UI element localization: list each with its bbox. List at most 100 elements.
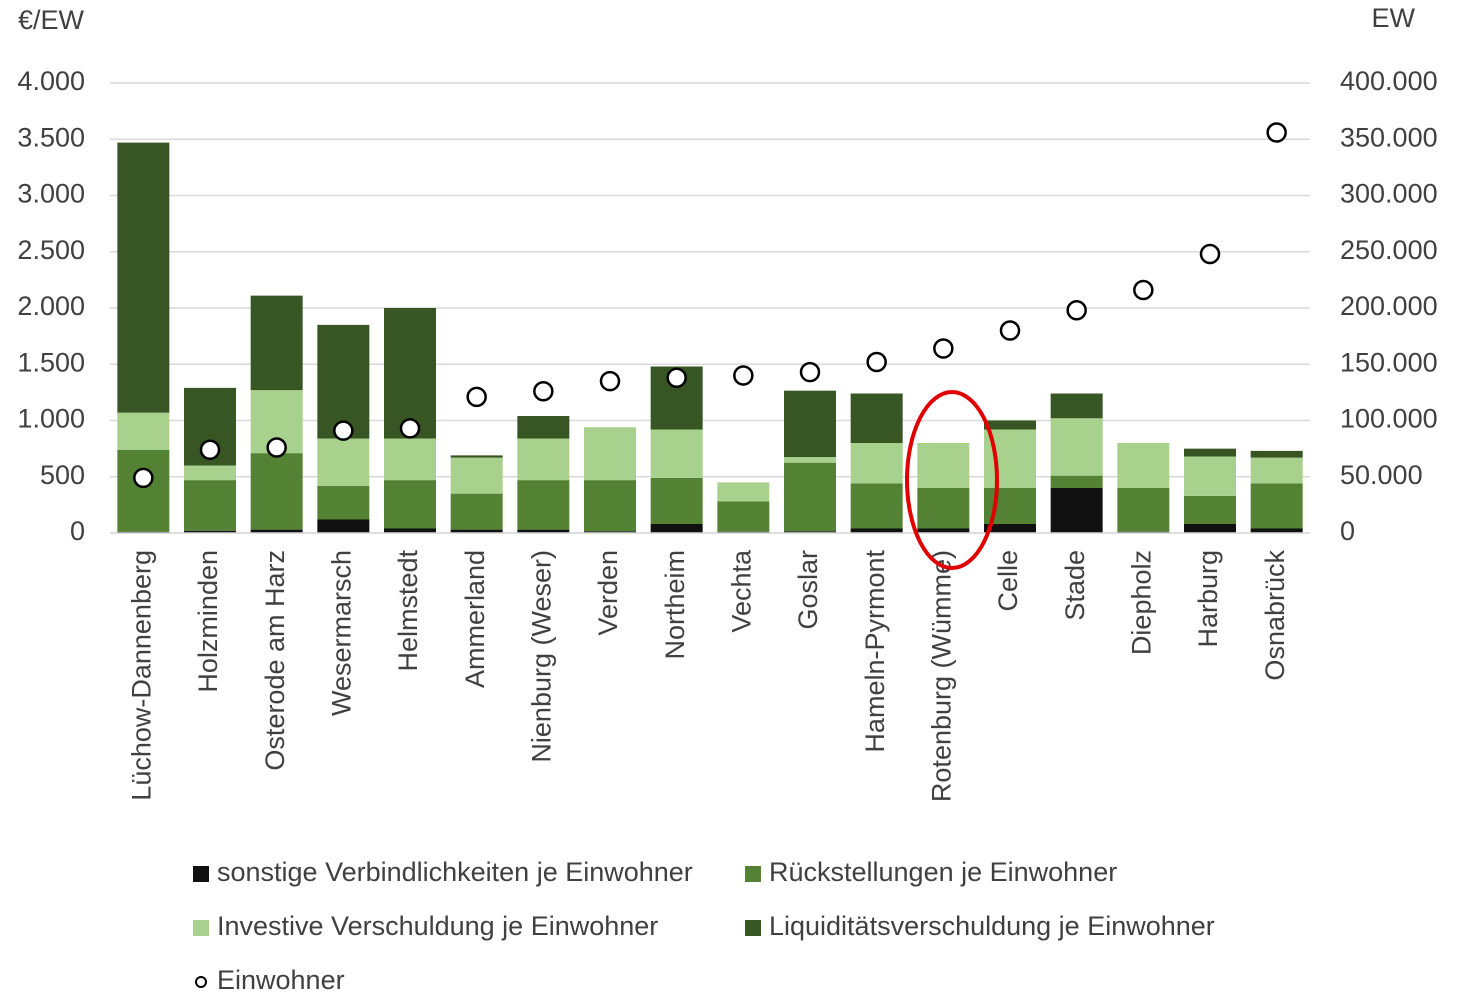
- bar-segment: [384, 528, 436, 533]
- bar-segment: [984, 524, 1036, 533]
- bar-segment: [584, 480, 636, 532]
- legend-label: sonstige Verbindlichkeiten je Einwohner: [217, 857, 693, 887]
- x-tick-label: Ammerland: [460, 550, 490, 688]
- bar-segment: [1117, 488, 1170, 532]
- y2-tick-label: 150.000: [1340, 347, 1438, 377]
- bar-segment: [1250, 483, 1303, 529]
- bar-segment: [317, 324, 370, 439]
- population-marker: [666, 367, 687, 388]
- y-tick-label: 1.000: [17, 404, 85, 434]
- x-tick-label: Harburg: [1193, 550, 1223, 648]
- legend-marker: [745, 866, 761, 882]
- legend-label: Liquiditätsverschuldung je Einwohner: [769, 911, 1215, 941]
- bar-segment: [917, 528, 970, 533]
- bar-segment: [317, 485, 370, 520]
- population-marker: [199, 439, 221, 460]
- population-marker: [933, 338, 954, 359]
- bar-segment: [850, 393, 903, 443]
- bar-segment: [184, 530, 236, 533]
- bar-segment: [1184, 524, 1236, 533]
- population-marker: [599, 370, 621, 392]
- x-tick-label: Osnabrück: [1260, 550, 1290, 681]
- y-axis-title: €/EW: [18, 5, 85, 35]
- bar-segment: [717, 501, 770, 532]
- bar-segment: [650, 524, 703, 533]
- bar-segment: [850, 483, 903, 529]
- highlight-ellipse: [905, 390, 999, 570]
- bar-segment: [650, 429, 703, 478]
- bar-segment: [1250, 457, 1303, 484]
- bar-segment: [117, 412, 170, 450]
- bar-segment: [1250, 450, 1303, 458]
- legend-marker: [745, 920, 761, 936]
- y2-tick-label: 0: [1340, 516, 1355, 546]
- x-tick-label: Nienburg (Weser): [526, 550, 556, 763]
- x-tick-label: Stade: [1060, 550, 1090, 621]
- bar-segment: [250, 529, 303, 533]
- bar-segment: [784, 390, 836, 458]
- bar-segment: [384, 438, 436, 481]
- population-marker: [133, 467, 154, 489]
- y-tick-label: 1.500: [17, 347, 85, 377]
- x-tick-label: Helmstedt: [393, 550, 423, 672]
- y-tick-label: 500: [40, 460, 85, 490]
- bar-segment: [250, 453, 303, 530]
- x-tick-label: Goslar: [793, 550, 823, 630]
- bar-segment: [784, 457, 836, 463]
- x-tick-label: Rotenburg (Wümme): [926, 550, 956, 802]
- population-marker: [1066, 300, 1087, 321]
- bar-segment: [517, 529, 570, 533]
- bar-segment: [650, 477, 703, 524]
- legend-label: Einwohner: [217, 965, 345, 995]
- bar-segment: [250, 295, 303, 391]
- bar-segment: [1050, 418, 1103, 476]
- bar-segment: [850, 443, 903, 484]
- bar-segment: [450, 493, 503, 530]
- y2-tick-label: 300.000: [1340, 179, 1438, 209]
- legend-marker: [195, 976, 207, 988]
- bar-segment: [384, 308, 436, 439]
- bar-segment: [1050, 393, 1103, 419]
- x-tick-label: Lüchow-Dannenberg: [126, 550, 156, 801]
- population-marker: [266, 437, 287, 458]
- bar-segment: [917, 443, 970, 488]
- bar-segment: [1117, 443, 1170, 488]
- y2-tick-label: 250.000: [1340, 235, 1438, 265]
- bar-segment: [717, 482, 770, 502]
- population-marker: [1199, 243, 1221, 265]
- legend-marker: [193, 866, 209, 882]
- bar-segment: [1250, 528, 1303, 533]
- y-tick-label: 0: [70, 516, 85, 546]
- bar-segment: [450, 457, 503, 494]
- population-marker: [333, 420, 354, 441]
- bar-segment: [517, 416, 570, 439]
- bar-segment: [917, 488, 970, 529]
- population-marker: [1266, 122, 1287, 143]
- bar-segment: [1050, 475, 1103, 488]
- y-tick-label: 4.000: [17, 66, 85, 96]
- bar-segment: [1184, 495, 1236, 524]
- y2-tick-label: 200.000: [1340, 291, 1438, 321]
- population-marker: [533, 381, 554, 402]
- x-tick-label: Celle: [993, 550, 1023, 612]
- bar-segment: [317, 438, 370, 486]
- bar-segment: [384, 480, 436, 529]
- bar-segment: [584, 427, 636, 481]
- legend-label: Investive Verschuldung je Einwohner: [217, 911, 658, 941]
- x-tick-label: Northeim: [660, 550, 690, 660]
- bar-segment: [850, 528, 903, 533]
- bar-segment: [184, 465, 236, 481]
- x-tick-label: Diepholz: [1126, 550, 1156, 655]
- y2-tick-label: 50.000: [1340, 460, 1423, 490]
- x-tick-label: Holzminden: [193, 550, 223, 693]
- y-tick-label: 2.000: [17, 291, 85, 321]
- legend-label: Rückstellungen je Einwohner: [769, 857, 1117, 887]
- bar-segment: [1050, 488, 1103, 533]
- y-tick-label: 2.500: [17, 235, 85, 265]
- population-marker: [866, 351, 887, 373]
- population-marker: [399, 418, 421, 439]
- bar-segment: [984, 420, 1036, 430]
- population-marker: [999, 320, 1021, 341]
- y-tick-label: 3.000: [17, 179, 85, 209]
